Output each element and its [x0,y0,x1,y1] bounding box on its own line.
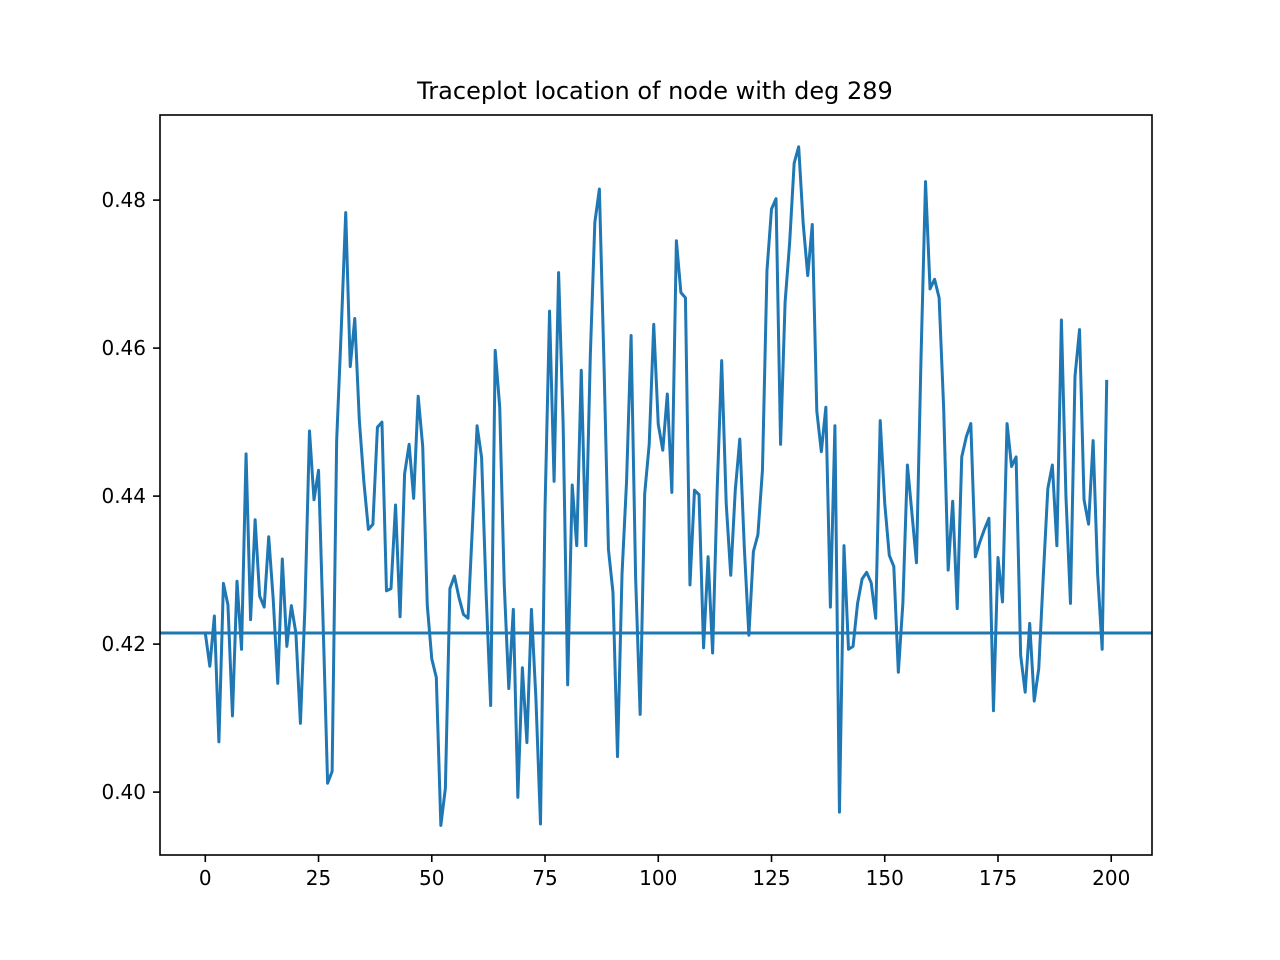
y-tick-label: 0.42 [101,632,146,656]
x-tick-label: 200 [1092,866,1130,890]
y-tick-label: 0.40 [101,780,146,804]
chart-title: Traceplot location of node with deg 289 [416,77,893,105]
x-tick-label: 100 [639,866,677,890]
axes-frame [159,114,1153,856]
y-tick-label: 0.44 [101,484,146,508]
y-tick-label: 0.46 [101,336,146,360]
axis-ticks: 0 25 50 75 100 125 150 175 200 0.40 0.42 0.44 0.46 0.… [101,188,1130,890]
x-tick-label: 175 [979,866,1017,890]
x-tick-label: 50 [419,866,444,890]
y-tick-label: 0.48 [101,188,146,212]
plot-area [160,145,1152,827]
x-tick-label: 75 [532,866,557,890]
trace-series-line [203,145,1109,827]
x-tick-label: 150 [866,866,904,890]
x-tick-label: 0 [199,866,212,890]
x-tick-label: 25 [306,866,331,890]
x-tick-label: 125 [752,866,790,890]
